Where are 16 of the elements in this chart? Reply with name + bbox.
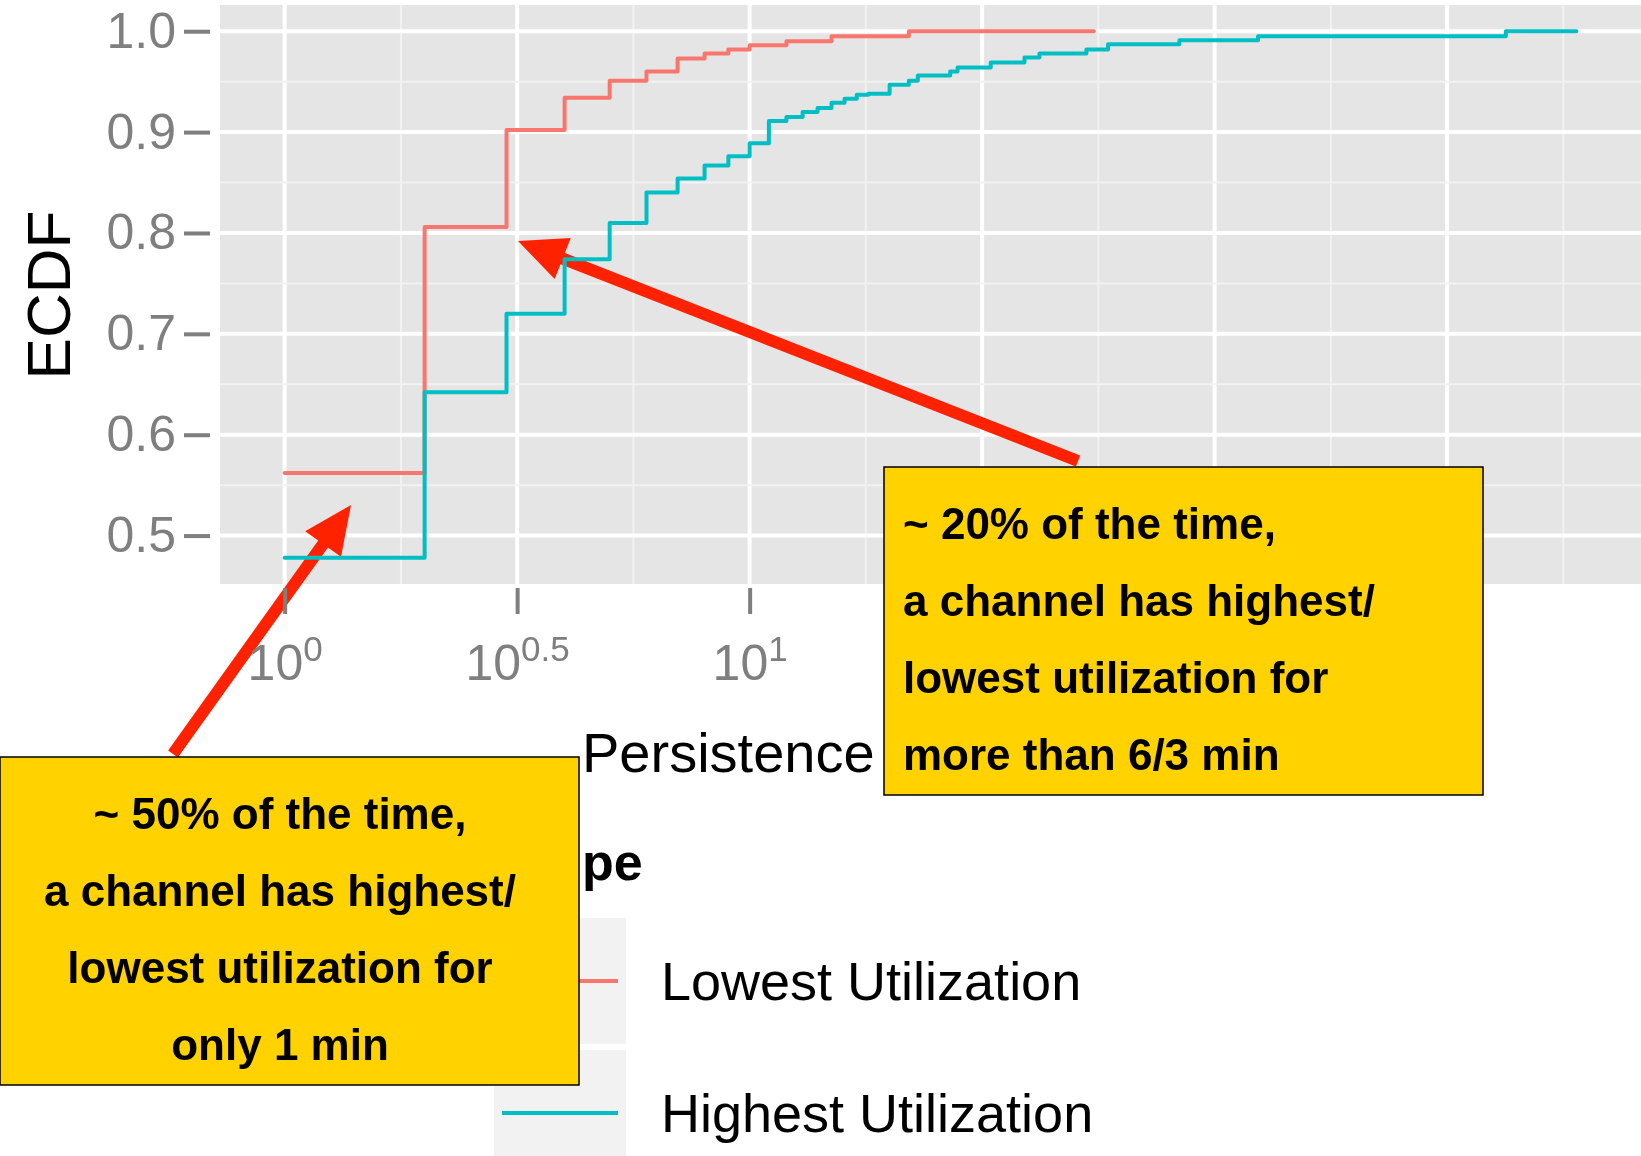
y-tick-label: 0.7 xyxy=(106,305,176,362)
y-tick-label: 0.8 xyxy=(106,204,176,261)
annotation: ~ 20% of the time, a channel has highest/ lowest utilization for more than 6/3 min xyxy=(903,499,1375,779)
x-tick-label: 10$^{0.5}$ xyxy=(465,628,570,691)
y-tick-label: 0.6 xyxy=(106,406,176,463)
legend-label: Highest Utilization xyxy=(661,1083,1094,1143)
y-tick-label: 0.5 xyxy=(106,507,176,564)
legend-label: Lowest Utilization xyxy=(661,951,1082,1011)
y-axis-title: ECDF xyxy=(14,210,83,380)
legend-title: pe xyxy=(582,833,643,891)
x-axis-title: Persistence xyxy=(582,721,875,784)
y-tick-label: 1.0 xyxy=(106,2,176,59)
x-tick-label: 10$^{1}$ xyxy=(712,628,788,691)
y-tick-label: 0.9 xyxy=(106,103,176,160)
x-tick-label: 10$^{0}$ xyxy=(247,628,323,691)
text: ~ 50% of the time, a channel has highest/ lowest utilization for only 1 min xyxy=(44,789,516,1069)
